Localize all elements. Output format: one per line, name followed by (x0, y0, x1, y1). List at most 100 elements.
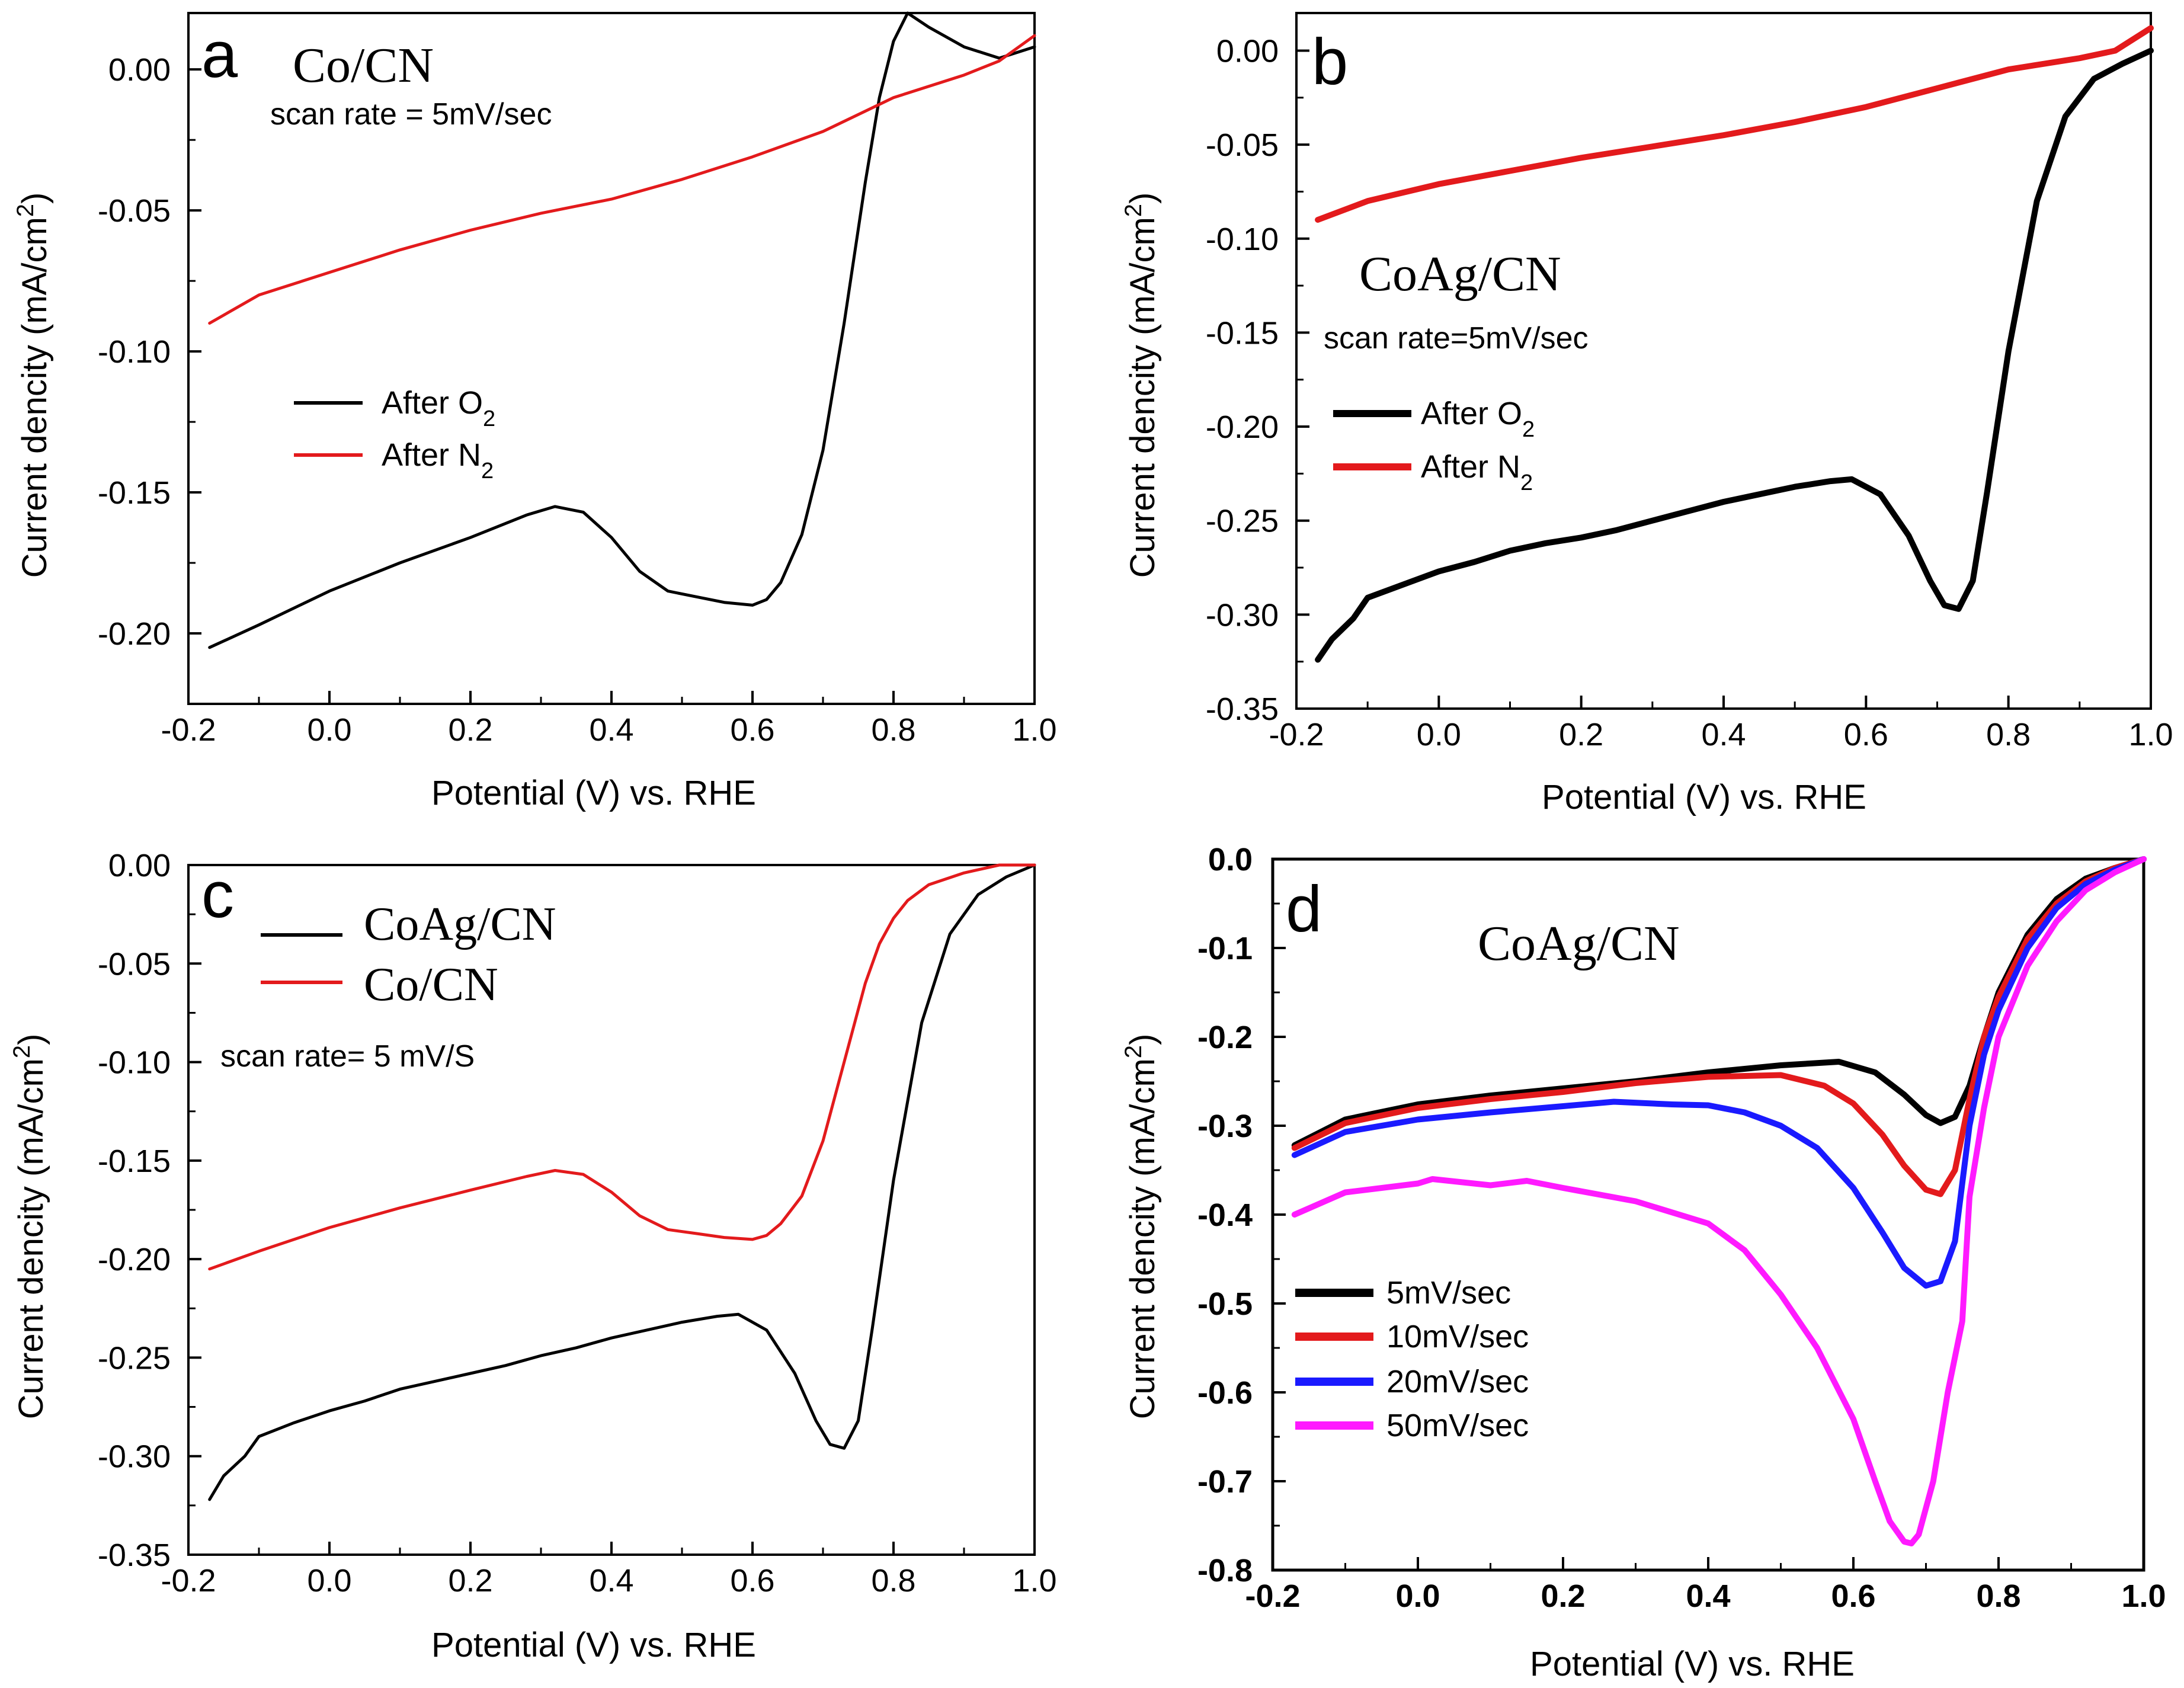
panel-c-xtick-label: 0.2 (448, 1563, 492, 1599)
panel-b-series (1315, 25, 2154, 663)
panel-a-xtick-label: 0.2 (448, 712, 492, 748)
panel-a-xtick-label: 0.4 (589, 712, 633, 748)
panel-c-ytick-label: -0.20 (98, 1242, 171, 1277)
panel-a-ticks: -0.2 0.0 0.2 0.4 0.6 0.8 1.0 0.00 -0.05 -0.10 -0.1… (98, 52, 1057, 748)
panel-d-ytick-label: -0.6 (1197, 1375, 1253, 1411)
panel-b-ytick-label: -0.05 (1206, 127, 1279, 163)
panel-d-legend-label-1: 10mV/sec (1386, 1319, 1529, 1354)
panel-a-xlabel: Potential (V) vs. RHE (431, 774, 756, 812)
panel-c-letter: c (201, 859, 234, 931)
panel-b-sample-label: CoAg/CN (1359, 246, 1561, 302)
panel-c-xtick-label: 0.6 (730, 1563, 774, 1599)
panel-d-ytick-label: -0.2 (1197, 1020, 1253, 1055)
panel-b-xtick-label: 0.2 (1559, 717, 1603, 752)
panel-c-xtick-label: -0.2 (161, 1563, 216, 1599)
panel-c-ytick-label: -0.30 (98, 1439, 171, 1475)
panel-c-xtick-label: 0.0 (307, 1563, 351, 1599)
panel-d-series-line-2 (1291, 856, 2147, 1289)
panel-a: -0.2 0.0 0.2 0.4 0.6 0.8 1.0 0.00 -0.05 -0.10 -0.1… (12, 11, 1057, 812)
panel-d-series-line-1 (1291, 856, 2147, 1197)
panel-a-xtick-label: -0.2 (161, 712, 216, 748)
panel-d-ytick-label: -0.7 (1197, 1464, 1253, 1500)
panel-b-ytick-label: -0.10 (1206, 222, 1279, 257)
panel-b-ytick-label: 0.00 (1216, 33, 1279, 69)
panel-b-xtick-label: 0.6 (1844, 717, 1888, 752)
panel-b-xtick-label: 0.8 (1986, 717, 2031, 752)
panel-a-ylabel: Current dencity (mA/cm2) (12, 193, 54, 578)
panel-b-legend-label-n2: After N2 (1421, 449, 1533, 495)
panel-b-xtick-label: 1.0 (2128, 717, 2173, 752)
panel-a-series (208, 11, 1036, 649)
panel-c: -0.2 0.0 0.2 0.4 0.6 0.8 1.0 0.00 -0.05 -0.10 -0.1… (9, 848, 1057, 1664)
panel-a-letter: a (201, 18, 238, 91)
panel-d-ytick-label: 0.0 (1208, 842, 1253, 877)
panel-d-xtick-label: 0.0 (1395, 1578, 1440, 1614)
panel-a-series-line-1 (208, 34, 1036, 325)
panel-a-xtick-label: 0.0 (307, 712, 351, 748)
panel-d-ytick-label: -0.1 (1197, 931, 1253, 966)
panel-d-ytick-label: -0.3 (1197, 1109, 1253, 1144)
panel-a-ytick-label: -0.05 (98, 193, 171, 229)
panel-d-ticks: -0.2 0.0 0.2 0.4 0.6 0.8 1.0 0.0 -0.1 -0.2 -0.3 -0.… (1197, 842, 2166, 1614)
panel-b-series-line-0 (1315, 47, 2154, 663)
panel-c-xlabel: Potential (V) vs. RHE (431, 1626, 756, 1664)
panel-c-xtick-label: 1.0 (1012, 1563, 1056, 1599)
panel-b-ytick-label: -0.35 (1206, 691, 1279, 727)
panel-b-xlabel: Potential (V) vs. RHE (1542, 778, 1866, 816)
panel-d-letter: d (1286, 873, 1322, 946)
panel-c-scan-rate: scan rate= 5 mV/S (220, 1039, 475, 1074)
panel-c-legend-label-coag: CoAg/CN (364, 898, 556, 950)
panel-a-ytick-label: 0.00 (108, 52, 171, 88)
panel-c-ytick-label: -0.05 (98, 946, 171, 982)
panel-d-ylabel: Current dencity (mA/cm2) (1120, 1034, 1162, 1420)
panel-a-series-line-0 (208, 11, 1036, 649)
panel-c-legend-label-co: Co/CN (364, 959, 498, 1011)
panel-c-ytick-label: 0.00 (108, 848, 171, 883)
panel-d-ytick-label: -0.4 (1197, 1197, 1253, 1233)
panel-b-xtick-label: 0.0 (1417, 717, 1461, 752)
panel-b-scan-rate: scan rate=5mV/sec (1324, 321, 1589, 355)
panel-d-legend-label-0: 5mV/sec (1386, 1275, 1511, 1311)
panel-d-legend-label-2: 20mV/sec (1386, 1364, 1529, 1399)
panel-b: -0.2 0.0 0.2 0.4 0.6 0.8 1.0 0.00 -0.05 -0.10 -0.1… (1120, 12, 2173, 816)
panel-a-legend-label-n2: After N2 (382, 437, 494, 483)
panel-d-xlabel: Potential (V) vs. RHE (1530, 1645, 1855, 1683)
panel-b-ytick-label: -0.15 (1206, 315, 1279, 351)
panel-c-xtick-label: 0.8 (871, 1563, 915, 1599)
panel-d-xtick-label: 1.0 (2121, 1578, 2166, 1614)
panel-a-xtick-label: 1.0 (1012, 712, 1056, 748)
panel-d-ytick-label: -0.5 (1197, 1286, 1253, 1322)
panel-b-ytick-label: -0.30 (1206, 597, 1279, 633)
panel-b-legend-label-o2: After O2 (1421, 396, 1535, 442)
panel-d-series-line-3 (1291, 856, 2147, 1546)
panel-d-sample-label: CoAg/CN (1478, 916, 1680, 971)
panel-d: -0.2 0.0 0.2 0.4 0.6 0.8 1.0 0.0 -0.1 -0.2 -0.3 -0.… (1120, 842, 2166, 1683)
panel-d-xtick-label: 0.8 (1976, 1578, 2020, 1614)
panel-c-series (208, 863, 1036, 1501)
panel-a-ytick-label: -0.10 (98, 334, 171, 370)
panel-b-ytick-label: -0.25 (1206, 504, 1279, 539)
panel-a-scan-rate: scan rate = 5mV/sec (270, 97, 552, 132)
panel-a-sample-label: Co/CN (293, 38, 434, 93)
panel-c-xtick-label: 0.4 (589, 1563, 633, 1599)
panel-a-ytick-label: -0.15 (98, 475, 171, 511)
panel-a-ytick-label: -0.20 (98, 616, 171, 652)
panel-b-letter: b (1312, 25, 1348, 98)
panel-c-ytick-label: -0.35 (98, 1538, 171, 1573)
panel-c-series-line-0 (208, 863, 1036, 1501)
panel-c-ytick-label: -0.25 (98, 1340, 171, 1376)
panel-b-series-line-1 (1315, 25, 2154, 223)
panel-d-legend-label-3: 50mV/sec (1386, 1408, 1529, 1443)
panel-a-legend-label-o2: After O2 (382, 385, 495, 431)
panel-c-ytick-label: -0.15 (98, 1144, 171, 1179)
panel-d-xtick-label: 0.6 (1831, 1578, 1875, 1614)
panel-c-ticks: -0.2 0.0 0.2 0.4 0.6 0.8 1.0 0.00 -0.05 -0.10 -0.1… (98, 848, 1057, 1599)
panel-b-xtick-label: -0.2 (1269, 717, 1324, 752)
panel-d-xtick-label: -0.2 (1245, 1578, 1300, 1614)
panel-d-xtick-label: 0.4 (1686, 1578, 1730, 1614)
panel-d-series (1291, 856, 2147, 1546)
panel-d-xtick-label: 0.2 (1541, 1578, 1585, 1614)
panel-a-xtick-label: 0.6 (730, 712, 774, 748)
